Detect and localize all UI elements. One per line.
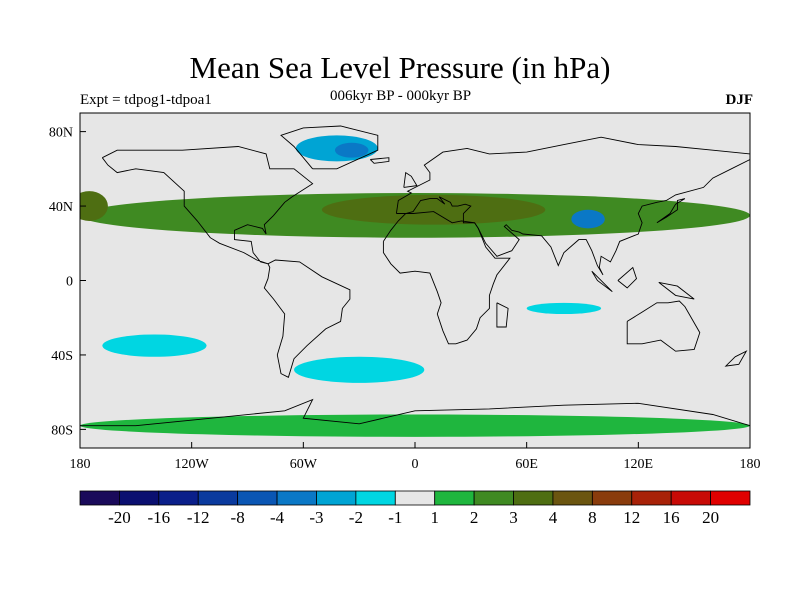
coastline-8	[403, 171, 418, 188]
coastline-10	[591, 270, 613, 293]
coastline-11	[617, 266, 638, 289]
colorbar-box-12	[552, 490, 593, 506]
coastline-5	[626, 300, 701, 352]
x-tick-label-5: 120E	[624, 457, 654, 472]
anomaly-region-7: North Pacific high	[80, 191, 108, 221]
map-background	[80, 113, 750, 448]
anomaly-region-3: Antarctic margin high	[80, 414, 750, 437]
colorbar-label-15: 20	[702, 508, 719, 527]
colorbar-label-7: -1	[388, 508, 402, 527]
x-tick-label-0: 180	[70, 457, 91, 472]
coastline-1	[263, 259, 351, 378]
colorbar-label-6: -2	[349, 508, 363, 527]
anomaly-region-8: North Atlantic core	[334, 142, 369, 158]
colorbar-label-2: -12	[187, 508, 210, 527]
chart-title: Mean Sea Level Pressure (in hPa)	[189, 50, 611, 85]
colorbar-label-1: -16	[147, 508, 170, 527]
season-label: DJF	[725, 92, 754, 108]
colorbar-box-6	[316, 490, 357, 506]
anomaly-region-9: Tibetan Plateau low	[571, 209, 605, 229]
coastline-14	[724, 350, 748, 367]
colorbar-label-13: 12	[623, 508, 640, 527]
x-tick-label-1: 120W	[175, 457, 210, 472]
x-tick-label-2: 60W	[290, 457, 318, 472]
colorbar-label-4: -4	[270, 508, 285, 527]
colorbar-label-0: -20	[108, 508, 131, 527]
colorbar-box-14	[631, 490, 672, 506]
colorbar-box-4	[237, 490, 278, 506]
colorbar-label-5: -3	[309, 508, 323, 527]
anomaly-region-2: Indian Ocean low	[526, 302, 602, 314]
anomaly-region-6: North Atlantic-Eurasia high	[321, 194, 546, 225]
colorbar-box-2	[158, 490, 199, 506]
colorbar-box-10	[473, 490, 514, 506]
coastline-9	[656, 198, 686, 224]
x-tick-label-6: 180	[740, 457, 761, 472]
colorbar-box-1	[119, 490, 160, 506]
x-tick-label-3: 0	[412, 457, 419, 472]
colorbar-box-15	[670, 490, 711, 506]
coastline-4	[382, 211, 511, 345]
coastline-2	[280, 125, 379, 170]
y-tick-label-4: 80S	[51, 423, 73, 438]
anomaly-region-1: South Atlantic low	[294, 356, 425, 383]
colorbar-box-16	[710, 490, 751, 506]
colorbar-box-3	[197, 490, 239, 506]
colorbar-label-3: -8	[231, 508, 245, 527]
y-tick-label-1: 40N	[49, 200, 73, 215]
y-tick-label-0: 80N	[49, 126, 73, 141]
coastline-0	[101, 146, 314, 265]
y-tick-label-2: 0	[66, 275, 73, 290]
colorbar-box-0	[79, 490, 120, 506]
x-tick-label-4: 60E	[515, 457, 538, 472]
colorbar-label-9: 2	[470, 508, 479, 527]
anomaly-region-0: Southern Ocean Pacific low	[102, 334, 207, 357]
colorbar-box-8	[394, 490, 436, 506]
colorbar-box-13	[591, 490, 633, 506]
colorbar-label-11: 4	[549, 508, 558, 527]
colorbar-box-9	[434, 490, 475, 506]
coastline-6	[80, 398, 750, 427]
period-label: 006kyr BP - 000kyr BP	[330, 88, 472, 104]
experiment-label: Expt = tdpog1-tdpoa1	[80, 92, 212, 108]
colorbar-label-8: 1	[430, 508, 439, 527]
coastline-7	[496, 302, 509, 328]
y-tick-label-3: 40S	[51, 349, 73, 364]
coastline-12	[658, 281, 695, 300]
colorbar-label-10: 3	[509, 508, 518, 527]
coastline-3	[395, 136, 750, 276]
colorbar-box-7	[355, 490, 396, 506]
colorbar-box-11	[513, 490, 554, 506]
colorbar-box-5	[276, 490, 317, 506]
coastline-13	[369, 157, 390, 164]
colorbar-label-14: 16	[663, 508, 680, 527]
colorbar-label-12: 8	[588, 508, 597, 527]
